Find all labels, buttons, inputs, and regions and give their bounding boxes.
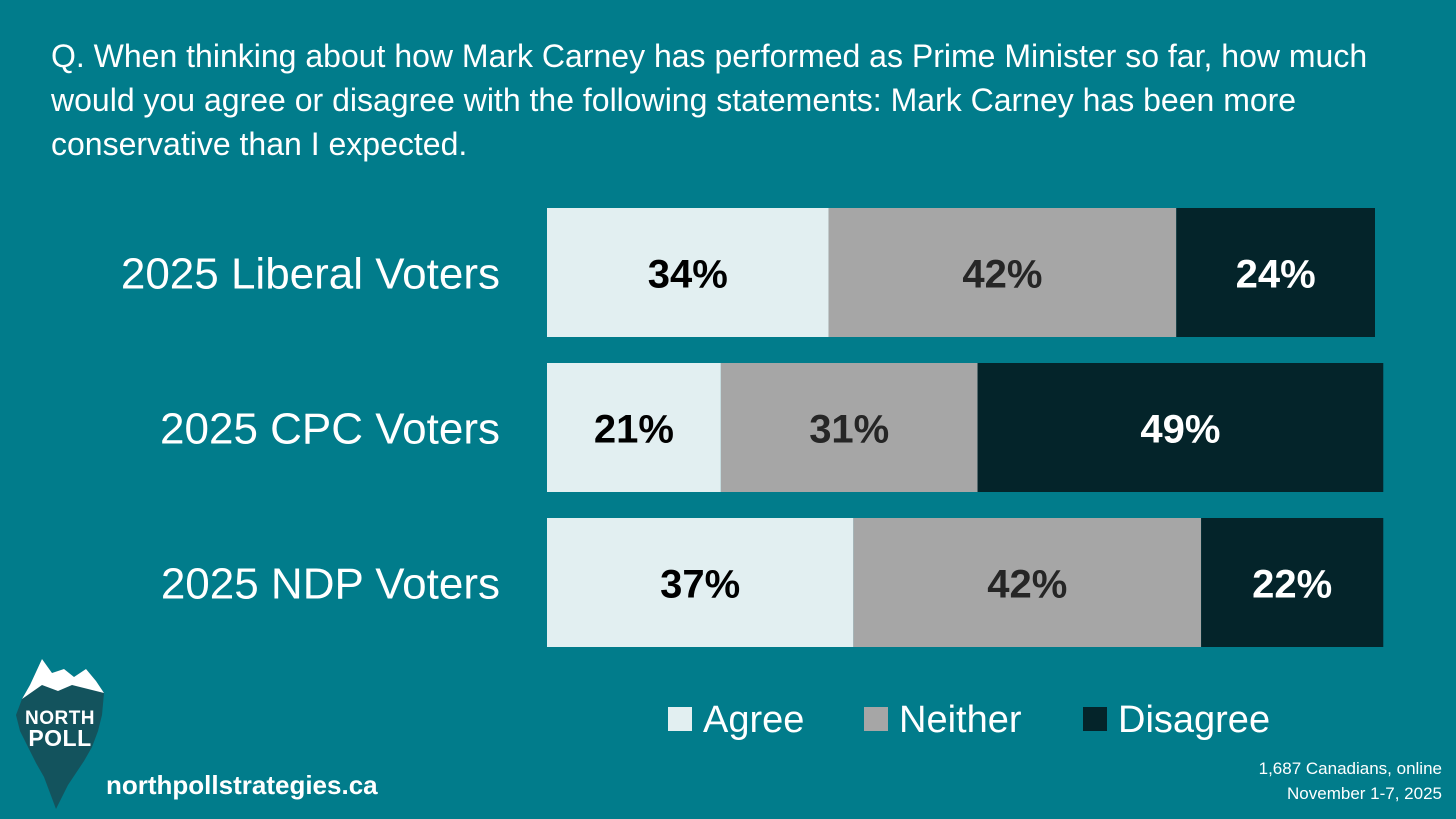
north-poll-logo-icon [16,659,104,809]
data-label: 42% [987,563,1067,607]
data-label: 49% [1140,408,1220,452]
data-label: 31% [809,408,889,452]
logo-text: NORTH POLL [14,708,106,751]
category-label: 2025 Liberal Voters [121,250,500,299]
bar-segment-agree [547,518,854,647]
data-label: 21% [594,408,674,452]
bar-segment-neither [853,518,1202,647]
bar-segment-disagree [1176,208,1375,337]
website-link[interactable]: northpollstrategies.ca [106,770,378,800]
source-dates: November 1-7, 2025 [1287,784,1442,803]
bar-segment-neither [720,363,978,492]
bar-segment-disagree [1201,518,1384,647]
data-label: 24% [1236,253,1316,297]
category-label: 2025 NDP Voters [161,560,500,609]
legend-swatch-disagree [1083,707,1107,731]
data-label: 37% [660,563,740,607]
category-label: 2025 CPC Voters [160,405,500,454]
logo-line-poll: POLL [28,725,92,751]
data-label: 22% [1252,563,1332,607]
data-label: 42% [962,253,1042,297]
bar-segment-agree [547,208,829,337]
data-label: 34% [648,253,728,297]
legend-label-disagree: Disagree [1118,699,1270,741]
source-sample: 1,687 Canadians, online [1258,759,1442,778]
question-text: Q. When thinking about how Mark Carney h… [51,38,1368,162]
legend-label-agree: Agree [703,699,804,741]
bar-segment-neither [828,208,1177,337]
legend-swatch-neither [864,707,888,731]
source-note: 1,687 Canadians, online November 1-7, 20… [1259,756,1442,806]
legend-swatch-agree [668,707,692,731]
logo-line-north: NORTH [24,708,96,729]
bar-segment-agree [547,363,721,492]
legend-label-neither: Neither [899,699,1022,741]
bar-segment-disagree [977,363,1384,492]
